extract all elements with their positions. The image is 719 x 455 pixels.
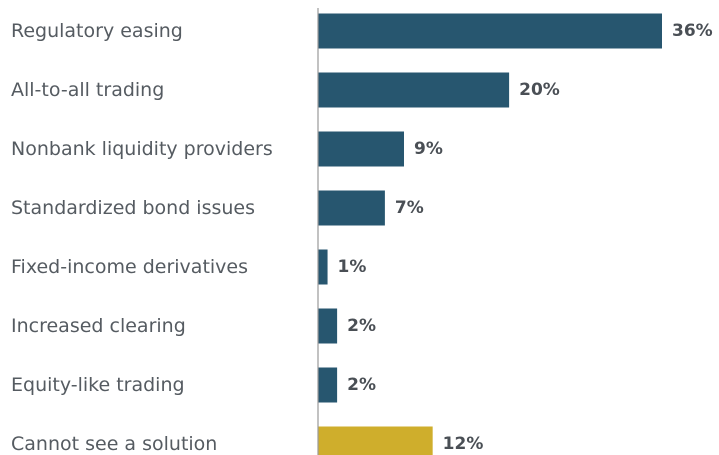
category-label: Increased clearing [11, 315, 186, 337]
category-label: Standardized bond issues [11, 197, 255, 219]
value-label: 2% [347, 316, 376, 336]
category-label: Nonbank liquidity providers [11, 138, 273, 160]
category-label: Fixed-income derivatives [11, 256, 248, 278]
bar [318, 13, 662, 49]
value-label: 7% [395, 198, 424, 218]
bar [318, 190, 385, 226]
value-label: 9% [414, 139, 443, 159]
value-label: 2% [347, 375, 376, 395]
value-label: 1% [338, 257, 367, 277]
category-label: Regulatory easing [11, 20, 183, 42]
category-label: Cannot see a solution [11, 433, 217, 455]
bar [318, 72, 510, 108]
category-label: Equity-like trading [11, 374, 185, 396]
bar [318, 249, 328, 285]
value-label: 20% [519, 80, 560, 100]
value-label: 36% [672, 21, 713, 41]
bar [318, 131, 404, 167]
bar [318, 308, 338, 344]
category-label: All-to-all trading [11, 79, 164, 101]
value-label: 12% [443, 434, 484, 454]
bar [318, 426, 433, 455]
bar [318, 367, 338, 403]
